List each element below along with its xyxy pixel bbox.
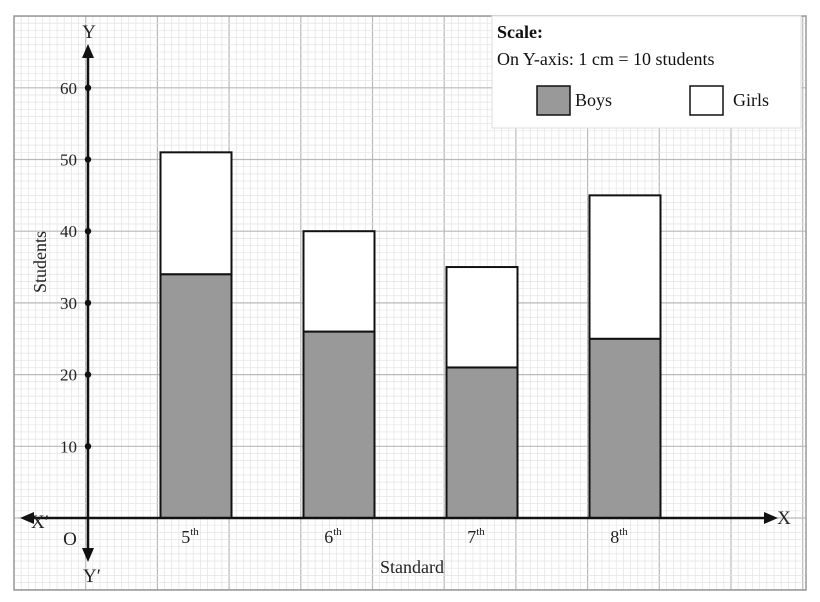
y-tick-mark-50: [84, 156, 92, 163]
y-tick-mark-20: [84, 371, 92, 378]
legend-scale-note: On Y-axis: 1 cm = 10 students: [497, 49, 714, 69]
y-tick-mark-10: [84, 443, 92, 450]
bar-boys-7th: [445, 366, 519, 519]
bar-boys-8th: [588, 337, 662, 519]
y-tick-label-30: 30: [60, 294, 77, 313]
bar-boys-5th: [159, 273, 233, 519]
legend-label-boys: Boys: [575, 90, 612, 110]
graph-paper-grid: [13, 15, 807, 591]
y-tick-mark-30: [84, 299, 92, 307]
x-axis-arrow-right: [764, 512, 778, 524]
y-tick-label-20: 20: [60, 366, 77, 385]
x-axis-arrow-left: [20, 512, 34, 524]
y-axis-label: Students: [30, 231, 50, 293]
y-tick-mark-40: [84, 228, 92, 235]
bar-boys-6th: [302, 330, 376, 519]
y-axis-arrow-down: [82, 548, 94, 562]
graph-paper-border: [13, 15, 807, 591]
bar-girls-6th: [302, 230, 376, 333]
bars-group: [159, 151, 662, 519]
legend: Scale: On Y-axis: 1 cm = 10 students Boy…: [491, 15, 802, 129]
y-axis-arrow-up: [82, 44, 94, 58]
bar-girls-5th: [159, 151, 233, 276]
legend-label-girls: Girls: [733, 90, 769, 110]
legend-title: Scale:: [497, 22, 543, 42]
y-tick-label-50: 50: [60, 151, 77, 170]
y-tick-label-60: 60: [60, 79, 77, 98]
y-tick-label-40: 40: [60, 222, 77, 241]
y-neg-axis-letter: Y′: [83, 566, 101, 587]
x-neg-axis-letter: X′: [31, 512, 49, 533]
y-axis-letter: Y: [82, 22, 96, 43]
y-tick-mark-60: [84, 84, 92, 92]
legend-swatch-girls: [689, 85, 724, 116]
origin-label: O: [63, 529, 77, 550]
bar-girls-8th: [588, 194, 662, 340]
y-tick-label-10: 10: [60, 437, 77, 456]
x-axis-letter: X: [777, 508, 791, 529]
x-axis-label: Standard: [380, 557, 444, 577]
legend-swatch-boys: [536, 85, 571, 116]
bar-girls-7th: [445, 266, 519, 369]
y-tick-labels: 10 20 30 40 50 60: [60, 79, 92, 456]
